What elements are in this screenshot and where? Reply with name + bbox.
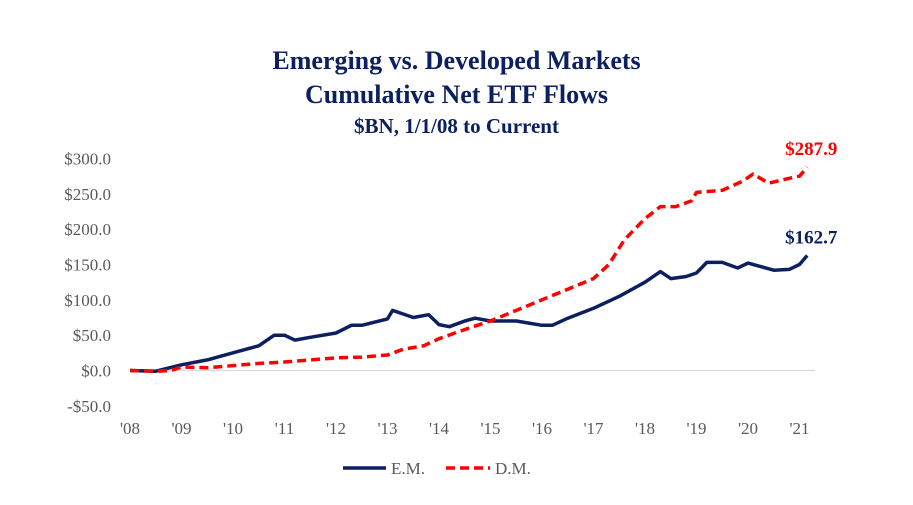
y-tick-label: $200.0 <box>64 220 111 239</box>
chart-title: Emerging vs. Developed Markets <box>272 46 641 75</box>
x-tick-label: '19 <box>686 419 706 438</box>
x-tick-label: '08 <box>120 419 140 438</box>
x-tick-label: '15 <box>480 419 500 438</box>
x-tick-label: '21 <box>789 419 809 438</box>
x-tick-label: '18 <box>635 419 655 438</box>
em-series-line <box>129 254 809 373</box>
x-tick-label: '13 <box>377 419 397 438</box>
y-tick-label: $100.0 <box>64 291 111 310</box>
x-tick-label: '09 <box>171 419 191 438</box>
legend-dm-label: D.M. <box>495 459 531 478</box>
legend-em-label: E.M. <box>391 459 425 478</box>
y-tick-label: $50.0 <box>73 326 111 345</box>
x-tick-label: '20 <box>738 419 758 438</box>
x-tick-label: '16 <box>532 419 552 438</box>
y-tick-label: $250.0 <box>64 185 111 204</box>
x-tick-label: '17 <box>583 419 604 438</box>
x-tick-label: '10 <box>223 419 243 438</box>
dm-series-line <box>129 165 809 373</box>
y-tick-label: -$50.0 <box>67 397 111 416</box>
y-tick-label: $150.0 <box>64 256 111 275</box>
dm-end-label: $287.9 <box>785 139 837 160</box>
y-tick-label: $0.0 <box>81 362 111 381</box>
x-tick-label: '14 <box>429 419 450 438</box>
em-end-label: $162.7 <box>785 228 838 249</box>
x-tick-label: '11 <box>275 419 294 438</box>
chart-subtitle: $BN, 1/1/08 to Current <box>354 114 559 138</box>
chart-title-line2: Cumulative Net ETF Flows <box>304 80 609 109</box>
x-tick-label: '12 <box>326 419 346 438</box>
y-tick-label: $300.0 <box>64 150 111 169</box>
